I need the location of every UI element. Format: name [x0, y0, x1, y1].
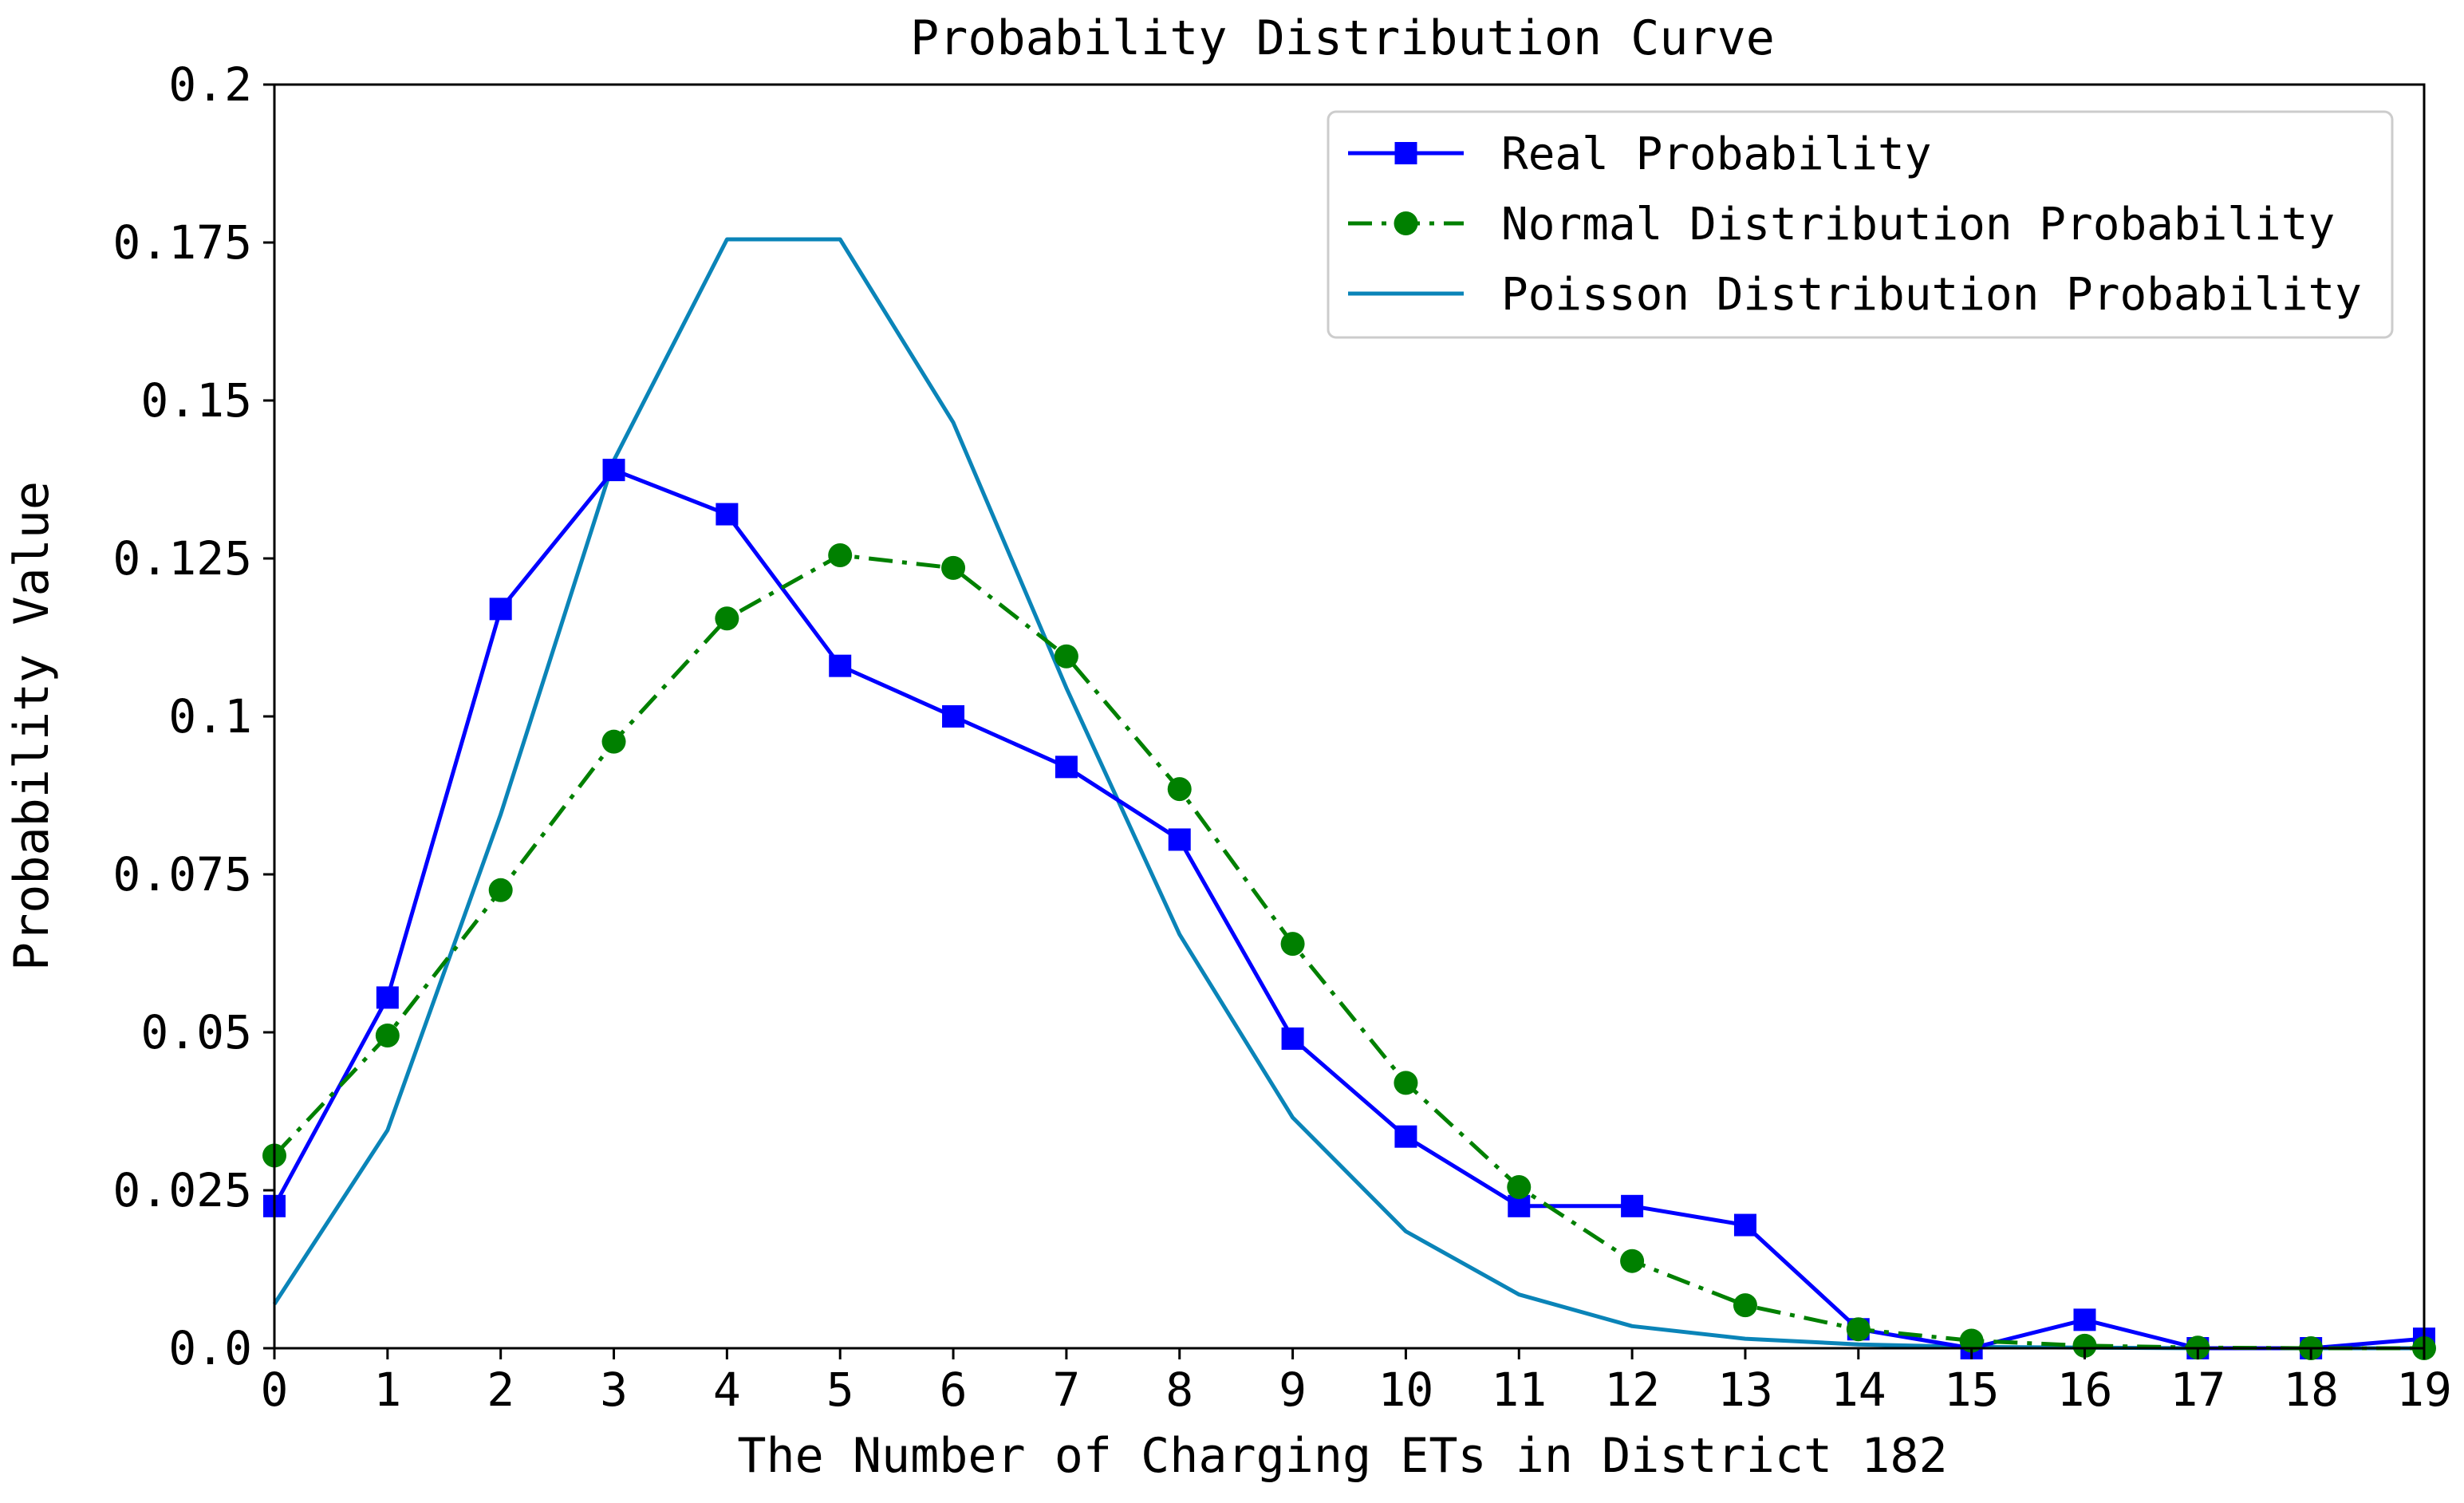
- data-point-circle: [828, 543, 853, 568]
- x-tick-label: 16: [2057, 1363, 2113, 1417]
- x-tick-label: 9: [1279, 1363, 1307, 1417]
- x-axis: 0 1 2 3 4 5 6 7 8 9 10 11 12 13 14 15 16 17 18 19: [261, 1348, 2452, 1417]
- x-tick-label: 19: [2396, 1363, 2452, 1417]
- y-tick-label: 0.025: [112, 1163, 252, 1217]
- data-point-square: [716, 503, 739, 526]
- x-axis-label: The Number of Charging ETs in District 1…: [737, 1428, 1947, 1484]
- y-tick-label: 0.075: [112, 847, 252, 901]
- legend-marker-circle: [1394, 211, 1418, 235]
- data-point-square: [2073, 1308, 2096, 1331]
- legend-marker-square: [1394, 142, 1417, 164]
- y-tick-label: 0.0: [168, 1321, 252, 1375]
- series-line: [273, 553, 2424, 1351]
- x-tick-label: 10: [1378, 1363, 1433, 1417]
- data-point-square: [1055, 755, 1078, 779]
- y-tick-label: 0.15: [140, 373, 252, 428]
- data-point-circle: [1167, 777, 1192, 802]
- x-tick-label: 6: [940, 1363, 968, 1417]
- data-point-circle: [375, 1023, 400, 1047]
- x-tick-label: 15: [1944, 1363, 2000, 1417]
- x-tick-label: 3: [600, 1363, 628, 1417]
- data-point-circle: [1280, 932, 1305, 957]
- x-tick-label: 11: [1491, 1363, 1547, 1417]
- data-point-square: [1168, 828, 1191, 851]
- legend-item: Poisson Distribution Probability: [1348, 269, 2362, 321]
- data-point-square: [376, 986, 399, 1009]
- x-tick-label: 17: [2170, 1363, 2225, 1417]
- x-tick-label: 18: [2283, 1363, 2339, 1417]
- data-point-circle: [1054, 644, 1078, 669]
- data-point-circle: [1507, 1175, 1532, 1200]
- x-tick-label: 2: [487, 1363, 514, 1417]
- data-point-circle: [488, 878, 513, 902]
- y-axis-label: Probability Value: [4, 481, 60, 971]
- data-point-square: [1394, 1125, 1417, 1148]
- series-normal-distribution-probability: [262, 543, 2436, 1360]
- x-tick-label: 12: [1604, 1363, 1660, 1417]
- data-point-circle: [941, 555, 966, 580]
- data-point-circle: [1846, 1317, 1871, 1342]
- x-tick-label: 14: [1831, 1363, 1886, 1417]
- x-tick-label: 1: [373, 1363, 401, 1417]
- legend-label: Normal Distribution Probability: [1501, 199, 2335, 250]
- x-tick-label: 5: [826, 1363, 854, 1417]
- chart-title: Probability Distribution Curve: [910, 10, 1775, 66]
- data-point-square: [942, 705, 965, 728]
- series-layer: [262, 237, 2436, 1360]
- x-tick-label: 8: [1165, 1363, 1193, 1417]
- y-axis: 0.0 0.025 0.05 0.075 0.1 0.125 0.15 0.175 0.2: [112, 57, 274, 1375]
- legend-item: Normal Distribution Probability: [1348, 199, 2335, 250]
- legend-label: Poisson Distribution Probability: [1501, 269, 2362, 321]
- y-tick-label: 0.2: [168, 57, 252, 112]
- y-tick-label: 0.05: [140, 1005, 252, 1059]
- data-point-square: [829, 654, 852, 677]
- x-tick-label: 7: [1052, 1363, 1080, 1417]
- data-point-square: [1281, 1027, 1304, 1050]
- y-tick-label: 0.175: [112, 215, 252, 270]
- legend: Real Probability Normal Distribution Prob…: [1327, 110, 2394, 339]
- data-point-square: [1621, 1194, 1644, 1217]
- data-point-square: [489, 598, 512, 621]
- data-point-circle: [601, 729, 626, 754]
- legend-item: Real Probability: [1348, 128, 1931, 180]
- data-point-circle: [1394, 1071, 1418, 1095]
- data-point-square: [1733, 1213, 1756, 1237]
- y-tick-label: 0.1: [168, 689, 252, 744]
- x-tick-label: 4: [713, 1363, 741, 1417]
- data-point-square: [602, 459, 625, 482]
- data-point-circle: [1620, 1249, 1645, 1273]
- legend-label: Real Probability: [1501, 128, 1931, 180]
- legend-box: [1327, 110, 2394, 339]
- y-tick-label: 0.125: [112, 531, 252, 586]
- x-tick-label: 13: [1717, 1363, 1773, 1417]
- data-point-circle: [1959, 1328, 1984, 1353]
- data-point-circle: [1733, 1293, 1757, 1318]
- x-tick-label: 0: [261, 1363, 289, 1417]
- data-point-circle: [715, 606, 739, 631]
- data-point-circle: [2072, 1333, 2097, 1358]
- series-line: [272, 467, 2425, 1351]
